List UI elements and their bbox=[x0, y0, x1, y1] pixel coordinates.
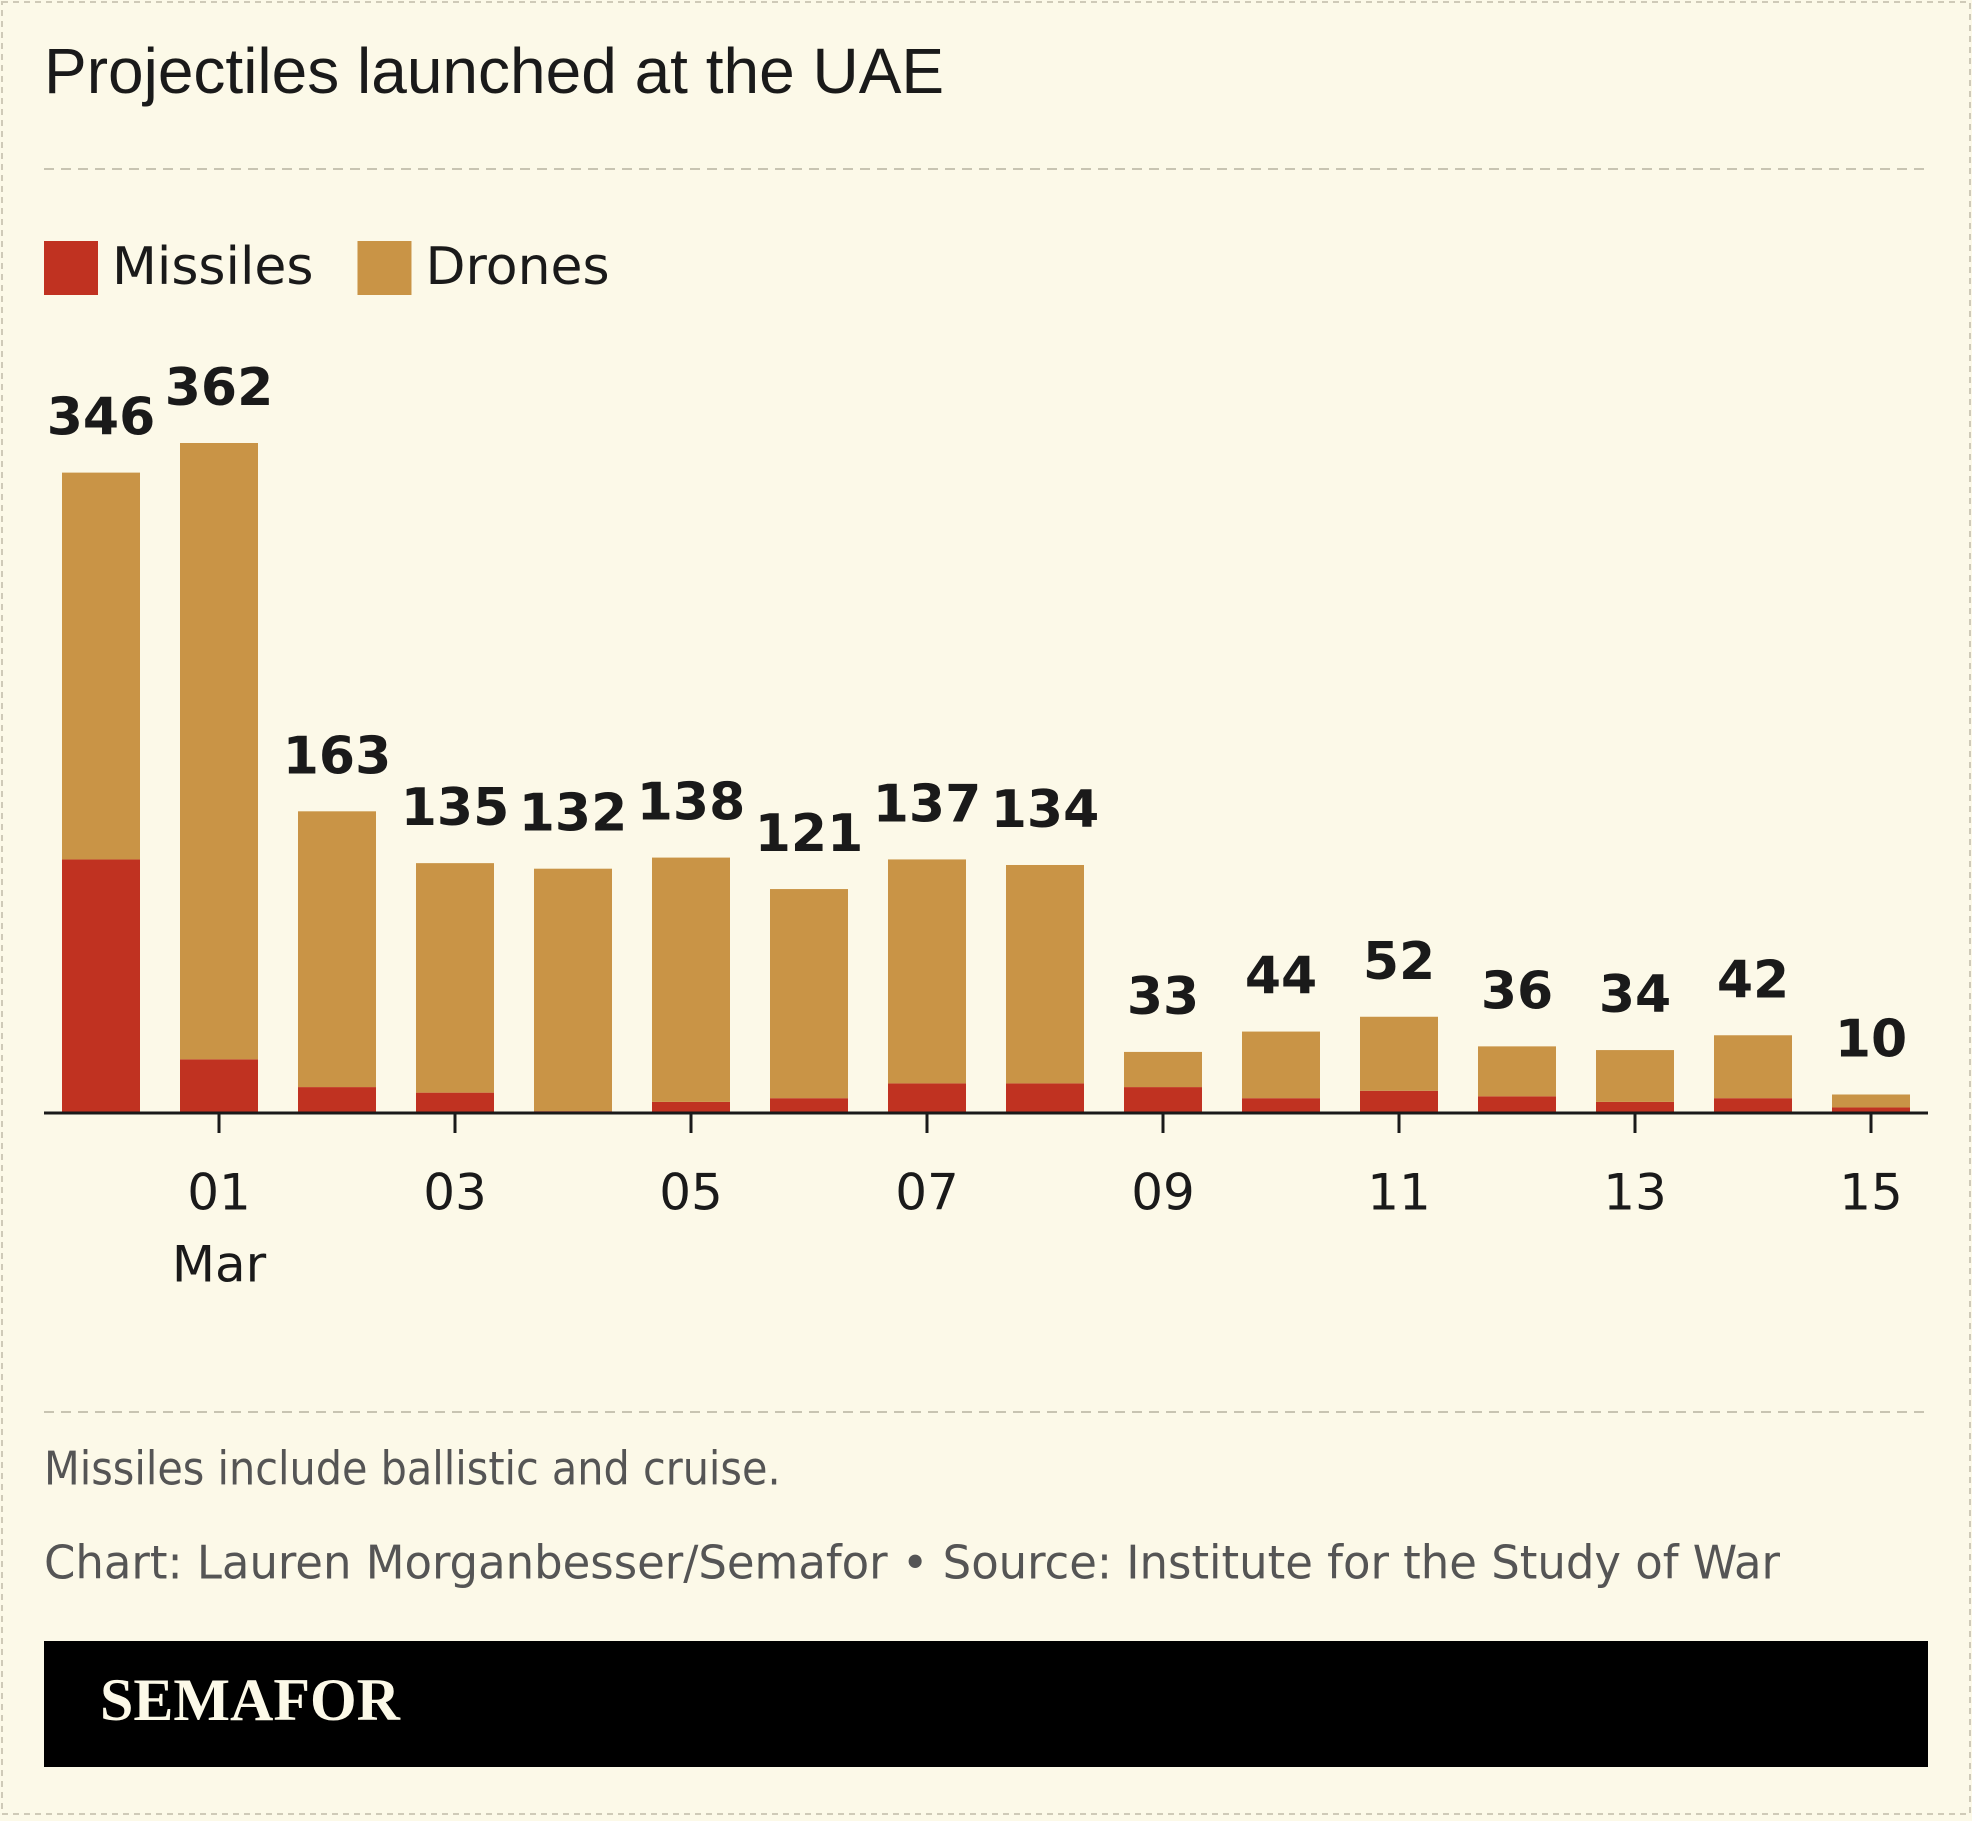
x-tick-label: 07 bbox=[895, 1164, 959, 1222]
data-label: 135 bbox=[401, 778, 510, 838]
credit: Chart: Lauren Morganbesser/Semafor • Sou… bbox=[44, 1536, 1781, 1590]
bar-segment bbox=[416, 1092, 494, 1113]
bar-segment bbox=[534, 868, 612, 1112]
bar-segment bbox=[888, 859, 966, 1084]
bar-segment bbox=[770, 889, 848, 1099]
x-tick-label: 15 bbox=[1839, 1164, 1903, 1222]
bar-segment bbox=[1714, 1035, 1792, 1099]
data-label: 137 bbox=[873, 774, 982, 834]
bar-segment bbox=[1478, 1096, 1556, 1113]
legend-swatch bbox=[357, 241, 412, 295]
bar-segment bbox=[652, 1101, 730, 1113]
data-label: 42 bbox=[1717, 950, 1789, 1010]
data-label: 44 bbox=[1245, 947, 1317, 1007]
data-label: 10 bbox=[1835, 1009, 1907, 1069]
bar-segment bbox=[1242, 1098, 1320, 1113]
bar-segment bbox=[770, 1098, 848, 1113]
bar-segment bbox=[298, 811, 376, 1088]
x-month-label: Mar bbox=[172, 1236, 267, 1294]
bar-segment bbox=[1124, 1087, 1202, 1113]
bar-segment bbox=[62, 472, 140, 860]
x-tick-label: 13 bbox=[1603, 1164, 1667, 1222]
data-label: 362 bbox=[165, 358, 274, 418]
data-label: 163 bbox=[283, 726, 392, 786]
data-label: 52 bbox=[1363, 932, 1435, 992]
data-label: 121 bbox=[755, 804, 864, 864]
bar-segment bbox=[1832, 1094, 1910, 1108]
data-label: 138 bbox=[637, 773, 746, 833]
bar-segment bbox=[1478, 1046, 1556, 1097]
bar-segment bbox=[1006, 864, 1084, 1084]
note: Missiles include ballistic and cruise. bbox=[44, 1442, 781, 1496]
bar-segment bbox=[888, 1083, 966, 1113]
x-tick-label: 01 bbox=[187, 1164, 251, 1222]
x-tick-label: 03 bbox=[423, 1164, 487, 1222]
bar-segment bbox=[1832, 1107, 1910, 1113]
bar-segment bbox=[62, 859, 140, 1113]
chart-title: Projectiles launched at the UAE bbox=[44, 35, 944, 107]
bar-segment bbox=[1596, 1101, 1674, 1113]
bar-segment bbox=[1242, 1031, 1320, 1099]
data-label: 346 bbox=[47, 388, 156, 448]
data-label: 134 bbox=[991, 780, 1100, 840]
bar-segment bbox=[1360, 1090, 1438, 1113]
data-label: 132 bbox=[519, 784, 628, 844]
legend-swatch bbox=[44, 241, 98, 295]
bar-segment bbox=[652, 857, 730, 1102]
logo-bar bbox=[44, 1641, 1928, 1767]
bar-segment bbox=[298, 1087, 376, 1113]
data-label: 33 bbox=[1127, 967, 1199, 1027]
data-label: 34 bbox=[1599, 965, 1671, 1025]
bar-segment bbox=[1124, 1051, 1202, 1088]
data-label: 36 bbox=[1481, 961, 1553, 1021]
bar-segment bbox=[1360, 1016, 1438, 1091]
x-tick-label: 11 bbox=[1367, 1164, 1431, 1222]
bar-segment bbox=[1596, 1050, 1674, 1102]
bar-segment bbox=[180, 443, 258, 1060]
x-tick-label: 05 bbox=[659, 1164, 723, 1222]
bar-segment bbox=[1006, 1083, 1084, 1113]
bar-segment bbox=[1714, 1098, 1792, 1113]
logo: SEMAFOR bbox=[100, 1667, 401, 1733]
legend-label: Missiles bbox=[112, 237, 313, 297]
bar-segment bbox=[416, 863, 494, 1093]
legend-label: Drones bbox=[425, 237, 609, 297]
bar-segment bbox=[180, 1059, 258, 1113]
x-tick-label: 09 bbox=[1131, 1164, 1195, 1222]
